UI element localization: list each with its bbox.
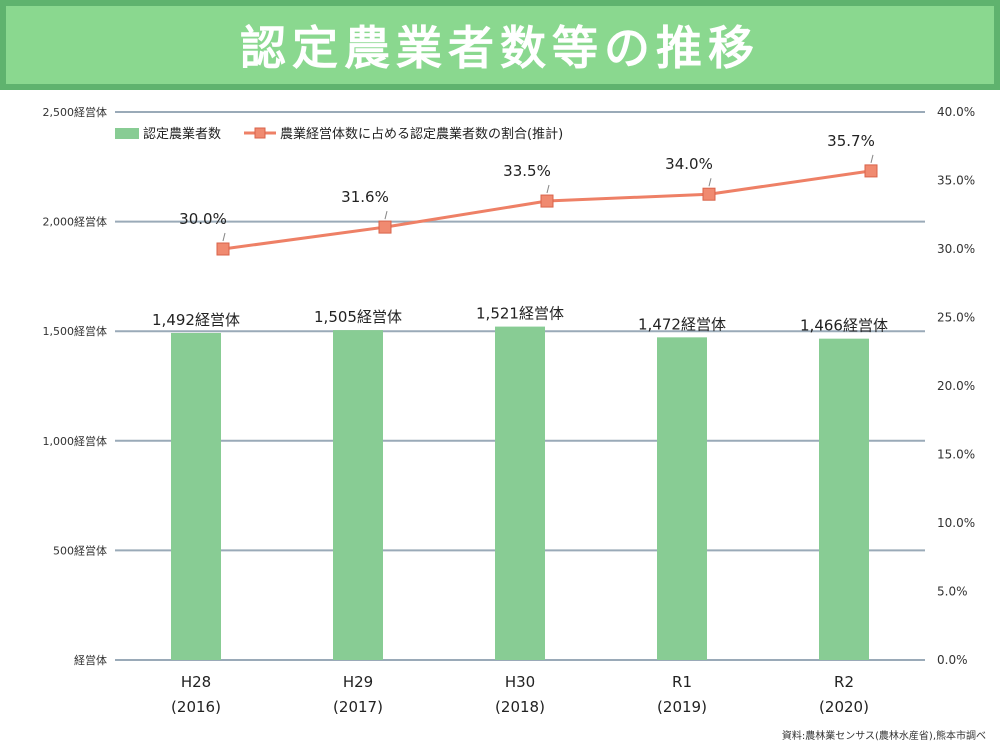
y-right-tick-label: 40.0% [937, 105, 975, 119]
bar-value-label: 1,521経営体 [476, 305, 564, 323]
line-series [222, 169, 872, 251]
line-value-label: 34.0% [665, 155, 713, 173]
y-right-tick-label: 30.0% [937, 242, 975, 256]
label-leader [384, 210, 388, 220]
line-marker [216, 242, 230, 256]
y-left-tick-label: 1,000経営体 [43, 434, 108, 448]
title-panel: 認定農業者数等の推移 [6, 6, 994, 84]
y-right-tick-label: 5.0% [937, 585, 968, 599]
line-marker [864, 164, 878, 178]
label-leader [222, 232, 226, 242]
y-right-tick-label: 0.0% [937, 653, 968, 667]
line-value-label: 35.7% [827, 132, 875, 150]
bar [171, 332, 221, 660]
y-right-tick-label: 20.0% [937, 379, 975, 393]
line-marker [540, 194, 554, 208]
chart-title: 認定農業者数等の推移 [240, 21, 760, 75]
bar [333, 330, 383, 660]
legend-bar-label: 認定農業者数 [143, 126, 221, 142]
y-right-tick-label: 35.0% [937, 174, 975, 188]
x-tick-year-label: (2017) [333, 698, 383, 716]
x-tick-label: R2 [834, 673, 854, 691]
line-value-label: 33.5% [503, 162, 551, 180]
x-tick-label: R1 [672, 673, 692, 691]
legend-line-marker [254, 127, 266, 139]
line-value-label: 31.6% [341, 188, 389, 206]
y-right-tick-label: 15.0% [937, 448, 975, 462]
x-tick-label: H28 [181, 673, 211, 691]
bar [495, 326, 545, 660]
legend-bar-swatch [115, 128, 139, 139]
y-left-tick-label: 2,000経営体 [43, 215, 108, 229]
label-leader [870, 154, 874, 164]
label-leader [708, 178, 712, 187]
label-leader [546, 184, 550, 194]
source-note: 資料:農林業センサス(農林水産省),熊本市調べ [781, 731, 986, 742]
y-left-tick-label: 500経営体 [53, 543, 107, 557]
line-marker [702, 187, 716, 201]
y-right-tick-label: 10.0% [937, 516, 975, 530]
x-tick-label: H30 [505, 673, 535, 691]
y-right-tick-label: 25.0% [937, 311, 975, 325]
x-tick-year-label: (2019) [657, 698, 707, 716]
bar-value-label: 1,492経営体 [152, 311, 240, 329]
legend-line-label: 農業経営体数に占める認定農業者数の割合(推計) [280, 126, 563, 142]
y-left-tick-label: 2,500経営体 [43, 105, 108, 119]
bar [657, 337, 707, 660]
line-value-label: 30.0% [179, 210, 227, 228]
line-marker [378, 220, 392, 234]
x-tick-year-label: (2020) [819, 698, 869, 716]
title-bar: 認定農業者数等の推移 [0, 0, 1000, 90]
x-tick-year-label: (2018) [495, 698, 545, 716]
y-left-tick-label: 1,500経営体 [43, 324, 108, 338]
y-left-tick-label: 経営体 [74, 653, 107, 667]
bar-value-label: 1,505経営体 [314, 308, 402, 326]
bar-value-label: 1,466経営体 [800, 317, 888, 335]
bar-value-label: 1,472経営体 [638, 315, 726, 333]
x-tick-label: H29 [343, 673, 373, 691]
bar [819, 338, 869, 660]
x-tick-year-label: (2016) [171, 698, 221, 716]
